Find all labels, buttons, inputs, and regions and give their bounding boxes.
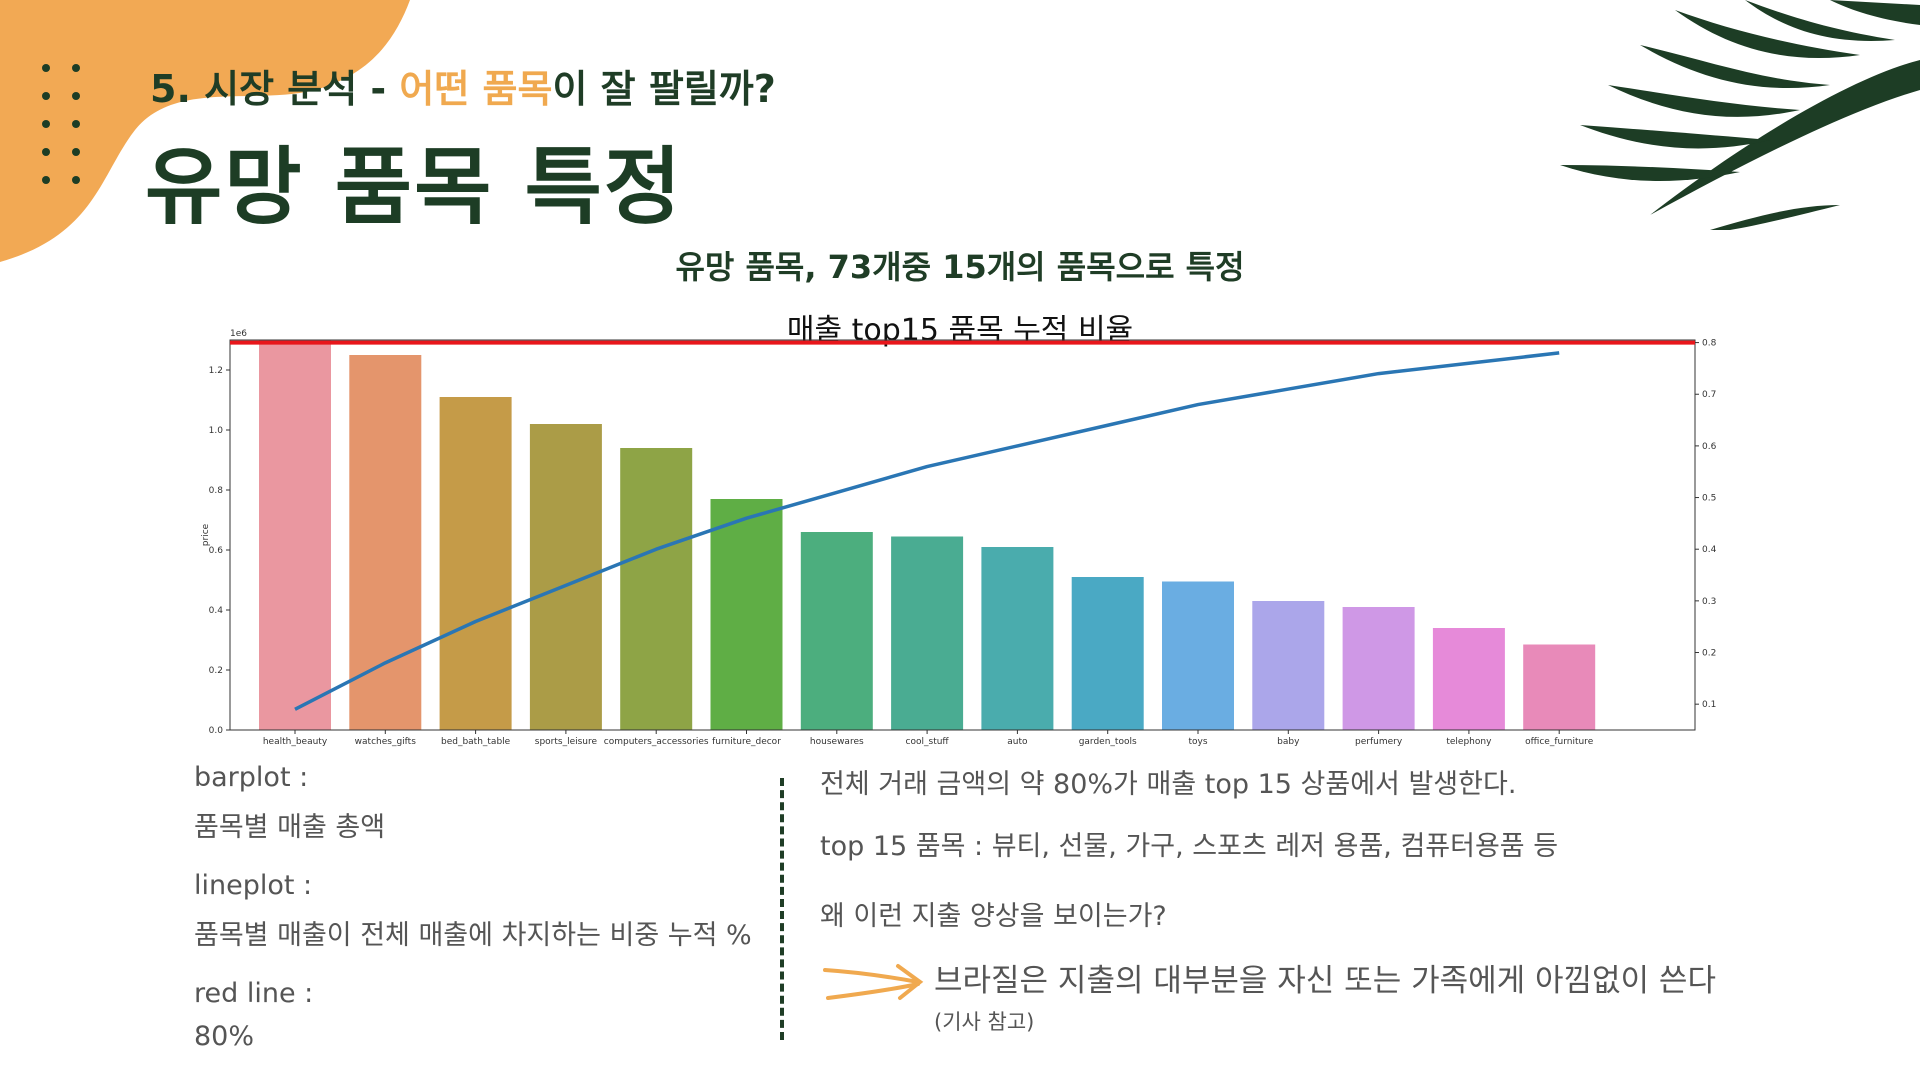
y-tick-label: 1.0 [209, 426, 224, 436]
x-tick-label: furniture_decor [712, 737, 781, 747]
y-tick-label: 0.2 [209, 666, 223, 676]
bar-auto [981, 547, 1054, 730]
note-barplot-value: 품목별 매출 총액 [194, 812, 386, 843]
bar-perfumery [1342, 607, 1415, 730]
y2-tick-label: 0.8 [1702, 339, 1717, 349]
palm-leaf-decoration [1560, 0, 1920, 230]
y2-tick-label: 0.6 [1702, 442, 1717, 452]
bar-health_beauty [259, 340, 331, 730]
hand-drawn-arrow-icon [823, 964, 924, 1000]
dot-grid-decoration [42, 64, 80, 184]
dashed-divider [780, 778, 784, 1040]
x-tick-label: auto [1007, 737, 1028, 747]
section-subtitle: 5. 시장 분석 - 어떤 품목이 잘 팔릴까? [150, 58, 776, 113]
plot-frame [229, 339, 1696, 731]
bar-baby [1252, 601, 1325, 730]
insight-line-2: top 15 품목 : 뷰티, 선물, 가구, 스포츠 레저 용품, 컴퓨터용품… [820, 831, 1559, 862]
subtitle-prefix: 5. 시장 분석 - [150, 67, 400, 111]
x-tick-label: telephony [1446, 737, 1492, 747]
page-title: 유망 품목 특정 [145, 138, 684, 236]
subtitle-highlight: 어떤 품목 [399, 67, 553, 111]
conclusion-text: 브라질은 지출의 대부분을 자신 또는 가족에게 아낌없이 쓴다 [934, 963, 1716, 999]
note-redline-label: red line : [194, 978, 314, 1009]
y2-tick-label: 0.4 [1702, 545, 1717, 555]
x-tick-label: perfumery [1355, 737, 1403, 747]
bar-computers_accessories [620, 448, 693, 730]
bar-bed_bath_table [439, 397, 512, 730]
y-tick-label: 0.4 [209, 606, 224, 616]
insight-line-1: 전체 거래 금액의 약 80%가 매출 top 15 상품에서 발생한다. [820, 769, 1517, 800]
x-tick-label: garden_tools [1079, 737, 1137, 747]
y2-tick-label: 0.2 [1702, 649, 1716, 659]
y-tick-label: 0.0 [209, 726, 224, 736]
pareto-chart: health_beauty watches_gifts bed_bath_table… [201, 329, 1717, 747]
bar-telephony [1432, 628, 1505, 730]
x-tick-label: sports_leisure [535, 737, 598, 747]
insight-question: 왜 이런 지출 양상을 보이는가? [820, 901, 1167, 932]
y-tick-label: 1.2 [209, 366, 223, 376]
cumulative-ratio-line [294, 351, 1560, 711]
bar-cool_stuff [891, 536, 964, 730]
bar-furniture_decor [710, 499, 783, 730]
bar-toys [1162, 581, 1234, 730]
x-tick-label: toys [1188, 737, 1207, 747]
y-axis-label: price [201, 523, 211, 546]
conclusion-block: 브라질은 지출의 대부분을 자신 또는 가족에게 아낌없이 쓴다 (기사 참고) [934, 955, 1716, 1036]
x-tick-label: computers_accessories [604, 737, 709, 747]
orange-blob-decoration [0, 0, 410, 262]
y2-tick-label: 0.1 [1702, 700, 1716, 710]
bar-office_furniture [1523, 644, 1596, 730]
y-tick-label: 0.6 [209, 546, 224, 556]
reference-text: (기사 참고) [934, 1010, 1035, 1034]
x-tick-label: housewares [810, 737, 864, 747]
x-tick-label: bed_bath_table [441, 737, 511, 747]
chart-heading: 유망 품목, 73개중 15개의 품목으로 특정 [675, 248, 1245, 286]
bar-watches_gifts [349, 355, 422, 730]
x-tick-label: cool_stuff [906, 737, 950, 747]
note-lineplot-label: lineplot : [194, 870, 313, 901]
y2-tick-label: 0.3 [1702, 597, 1716, 607]
bar-housewares [800, 532, 873, 730]
x-tick-label: baby [1277, 737, 1300, 747]
left-notes: barplot : 품목별 매출 총액 lineplot : 품목별 매출이 전… [194, 762, 752, 1078]
x-tick-label: health_beauty [263, 737, 328, 747]
y-tick-label: 0.8 [209, 486, 224, 496]
y2-tick-label: 0.7 [1702, 390, 1716, 400]
x-tick-label: office_furniture [1525, 737, 1594, 747]
y2-tick-label: 0.5 [1702, 494, 1716, 504]
x-tick-label: watches_gifts [355, 737, 417, 747]
note-barplot-label: barplot : [194, 762, 309, 793]
bar-garden_tools [1071, 577, 1144, 730]
subtitle-suffix: 이 잘 팔릴까? [552, 67, 776, 111]
note-lineplot-value: 품목별 매출이 전체 매출에 차지하는 비중 누적 % [194, 920, 752, 951]
y-exponent-label: 1e6 [230, 329, 247, 339]
note-redline-value: 80% [194, 1021, 255, 1052]
